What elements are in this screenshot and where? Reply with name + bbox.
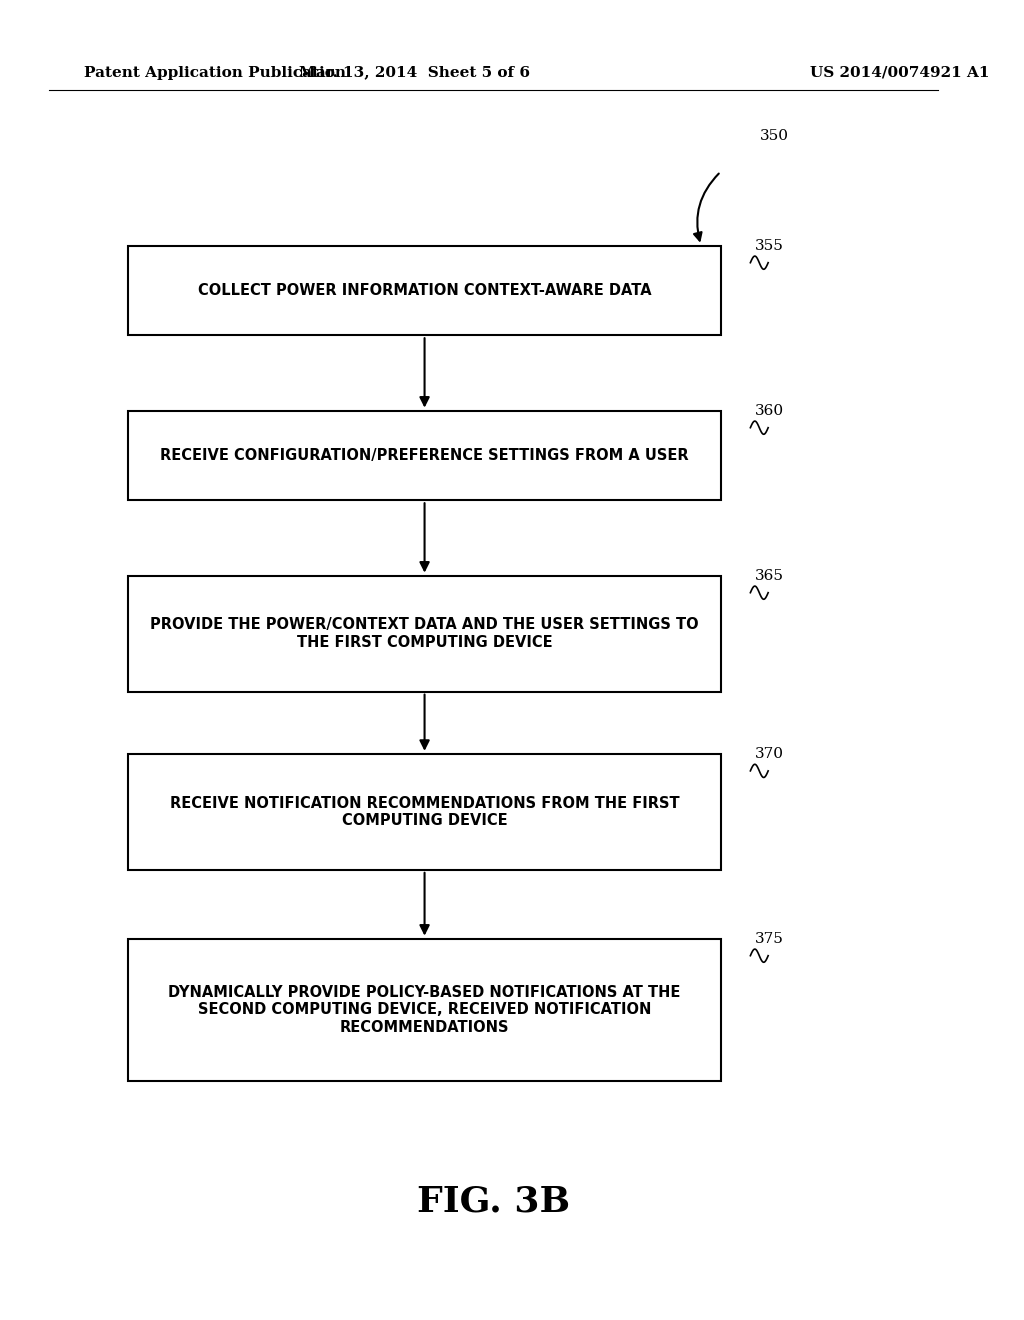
- Text: DYNAMICALLY PROVIDE POLICY-BASED NOTIFICATIONS AT THE
SECOND COMPUTING DEVICE, R: DYNAMICALLY PROVIDE POLICY-BASED NOTIFIC…: [168, 985, 681, 1035]
- Text: Mar. 13, 2014  Sheet 5 of 6: Mar. 13, 2014 Sheet 5 of 6: [299, 66, 530, 79]
- FancyBboxPatch shape: [128, 411, 721, 500]
- FancyBboxPatch shape: [128, 576, 721, 692]
- Text: FIG. 3B: FIG. 3B: [417, 1184, 570, 1218]
- Text: COLLECT POWER INFORMATION CONTEXT-AWARE DATA: COLLECT POWER INFORMATION CONTEXT-AWARE …: [198, 282, 651, 298]
- Text: US 2014/0074921 A1: US 2014/0074921 A1: [810, 66, 989, 79]
- Text: 370: 370: [756, 747, 784, 762]
- Text: 375: 375: [756, 932, 784, 946]
- Text: 355: 355: [756, 239, 784, 253]
- Text: PROVIDE THE POWER/CONTEXT DATA AND THE USER SETTINGS TO
THE FIRST COMPUTING DEVI: PROVIDE THE POWER/CONTEXT DATA AND THE U…: [151, 618, 698, 649]
- Text: 360: 360: [756, 404, 784, 418]
- Text: RECEIVE CONFIGURATION/PREFERENCE SETTINGS FROM A USER: RECEIVE CONFIGURATION/PREFERENCE SETTING…: [160, 447, 689, 463]
- Text: 350: 350: [760, 128, 790, 143]
- Text: 365: 365: [756, 569, 784, 583]
- Text: RECEIVE NOTIFICATION RECOMMENDATIONS FROM THE FIRST
COMPUTING DEVICE: RECEIVE NOTIFICATION RECOMMENDATIONS FRO…: [170, 796, 679, 828]
- FancyBboxPatch shape: [128, 246, 721, 335]
- FancyBboxPatch shape: [128, 754, 721, 870]
- Text: Patent Application Publication: Patent Application Publication: [84, 66, 346, 79]
- FancyBboxPatch shape: [128, 939, 721, 1081]
